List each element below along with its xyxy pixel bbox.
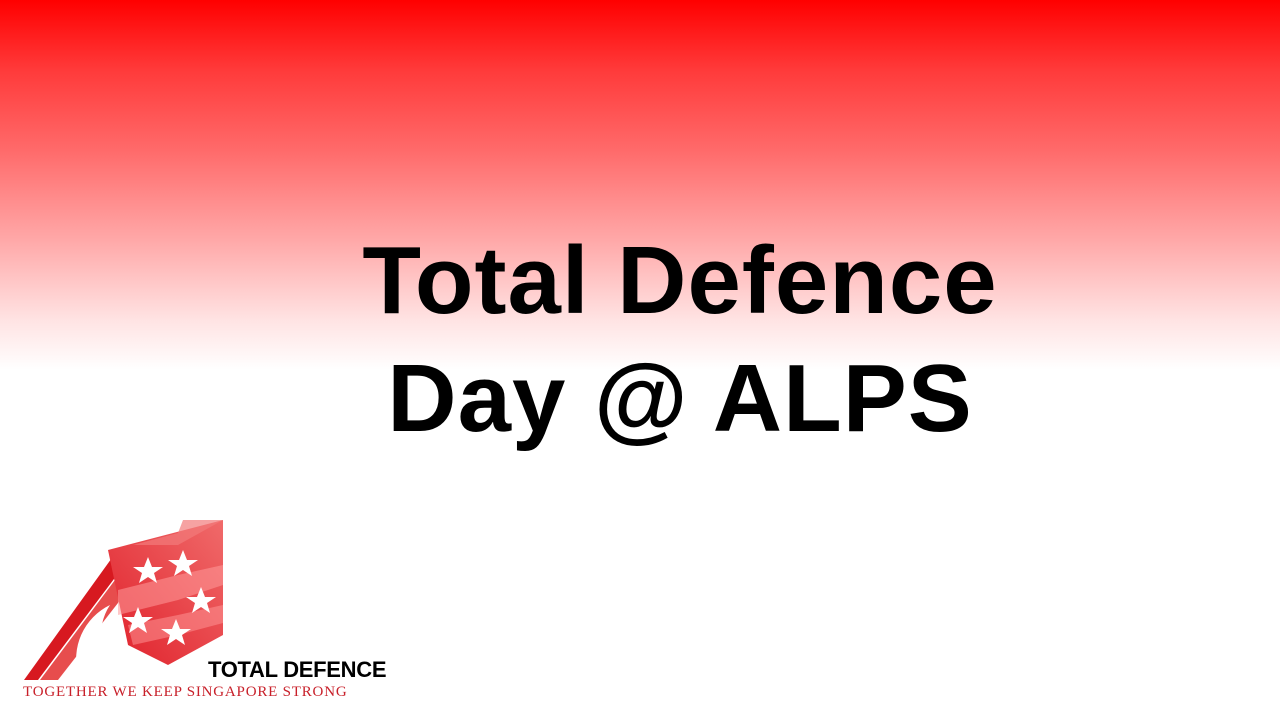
slide-title: Total Defence Day @ ALPS <box>240 222 1120 458</box>
total-defence-logo: TOTAL DEFENCE TOGETHER WE KEEP SINGAPORE… <box>18 515 388 705</box>
total-defence-emblem-icon <box>24 520 223 705</box>
title-line-1: Total Defence <box>362 227 998 334</box>
logo-name: TOTAL DEFENCE <box>208 657 387 682</box>
logo-tagline: TOGETHER WE KEEP SINGAPORE STRONG <box>23 684 348 700</box>
title-line-2: Day @ ALPS <box>387 345 973 452</box>
